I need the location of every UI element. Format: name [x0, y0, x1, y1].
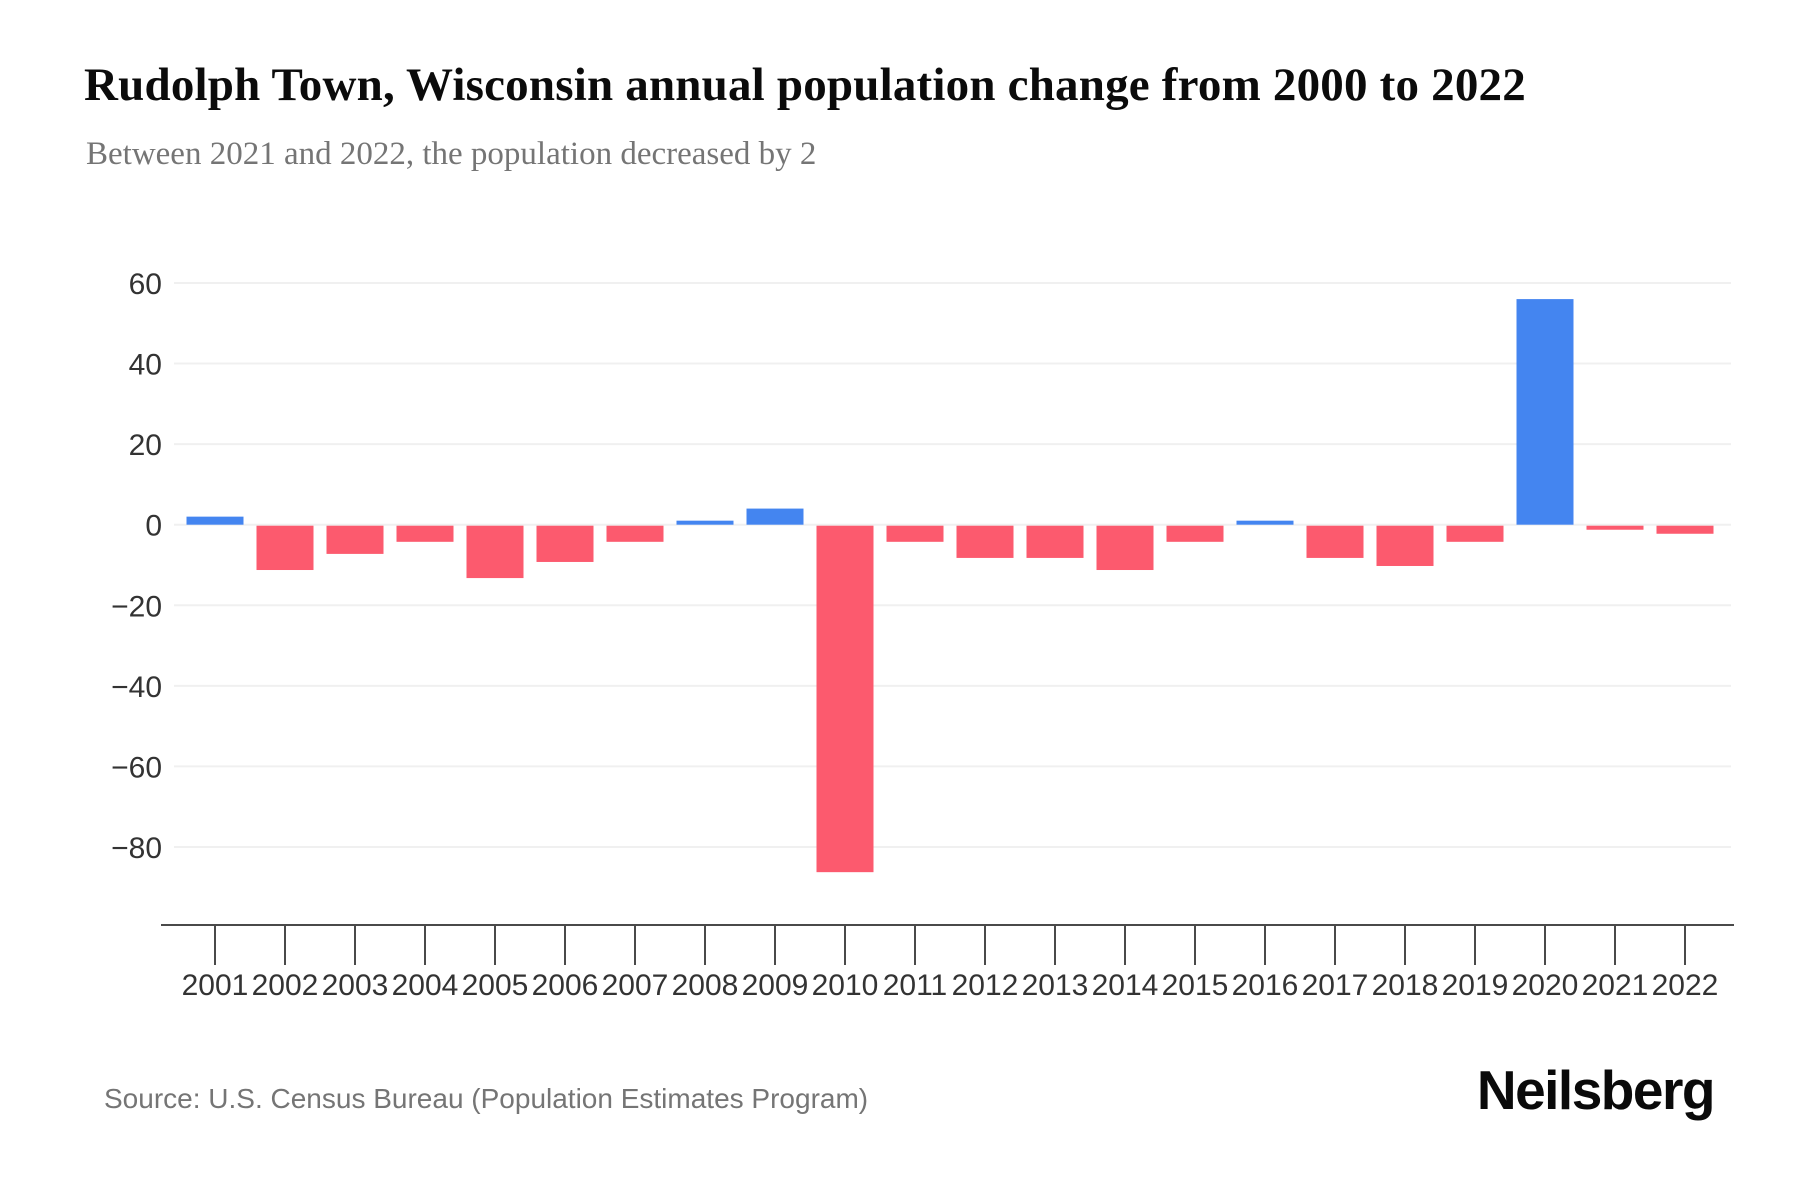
x-tick-label-2017: 2017	[1302, 969, 1369, 1002]
bar-2007[interactable]	[606, 525, 664, 542]
x-tick-label-2016: 2016	[1232, 969, 1299, 1002]
bar-2011[interactable]	[886, 525, 944, 542]
x-tick-label-2015: 2015	[1162, 969, 1229, 1002]
x-tick-label-2009: 2009	[742, 969, 809, 1002]
bar-2006[interactable]	[536, 525, 594, 562]
y-tick-label--80: −80	[111, 832, 162, 865]
chart-subtitle: Between 2021 and 2022, the population de…	[86, 136, 817, 172]
bar-2021[interactable]	[1586, 525, 1644, 530]
bar-2019[interactable]	[1446, 525, 1504, 542]
x-tick-label-2005: 2005	[462, 969, 529, 1002]
bar-2013[interactable]	[1026, 525, 1084, 558]
bar-2014[interactable]	[1096, 525, 1154, 571]
y-tick-label--20: −20	[111, 590, 162, 623]
y-tick-label--40: −40	[111, 671, 162, 704]
y-tick-label-60: 60	[129, 268, 162, 301]
bar-2012[interactable]	[956, 525, 1014, 558]
y-tick-label-0: 0	[145, 510, 162, 543]
x-tick-label-2008: 2008	[672, 969, 739, 1002]
x-tick-label-2007: 2007	[602, 969, 669, 1002]
x-tick-label-2014: 2014	[1092, 969, 1159, 1002]
x-tick-label-2011: 2011	[883, 969, 948, 1002]
bar-2010[interactable]	[816, 525, 874, 873]
bar-2015[interactable]	[1166, 525, 1224, 542]
y-tick-label-20: 20	[129, 429, 162, 462]
y-tick-label--60: −60	[111, 751, 162, 784]
bar-2001[interactable]	[186, 516, 244, 525]
x-tick-label-2001: 2001	[182, 969, 249, 1002]
y-tick-label-40: 40	[129, 349, 162, 382]
bar-2003[interactable]	[326, 525, 384, 554]
x-tick-label-2004: 2004	[392, 969, 459, 1002]
x-tick-label-2019: 2019	[1442, 969, 1509, 1002]
x-tick-label-2012: 2012	[952, 969, 1019, 1002]
x-tick-label-2018: 2018	[1372, 969, 1439, 1002]
x-tick-label-2010: 2010	[812, 969, 879, 1002]
bar-2005[interactable]	[466, 525, 524, 579]
x-tick-label-2021: 2021	[1582, 969, 1649, 1002]
x-tick-label-2006: 2006	[532, 969, 599, 1002]
bar-2020[interactable]	[1516, 299, 1574, 525]
x-tick-label-2013: 2013	[1022, 969, 1089, 1002]
bar-2009[interactable]	[746, 508, 804, 525]
x-tick-label-2020: 2020	[1512, 969, 1579, 1002]
neilsberg-logo: Neilsberg	[1476, 1059, 1716, 1121]
bar-2016[interactable]	[1236, 520, 1294, 525]
source-note: Source: U.S. Census Bureau (Population E…	[104, 1083, 869, 1114]
bar-2002[interactable]	[256, 525, 314, 571]
bar-2017[interactable]	[1306, 525, 1364, 558]
bar-2022[interactable]	[1656, 525, 1714, 534]
bar-2018[interactable]	[1376, 525, 1434, 566]
x-tick-label-2003: 2003	[322, 969, 389, 1002]
bar-2008[interactable]	[676, 520, 734, 525]
x-tick-label-2002: 2002	[252, 969, 319, 1002]
chart-title: Rudolph Town, Wisconsin annual populatio…	[84, 59, 1526, 111]
bar-2004[interactable]	[396, 525, 454, 542]
x-tick-label-2022: 2022	[1652, 969, 1719, 1002]
